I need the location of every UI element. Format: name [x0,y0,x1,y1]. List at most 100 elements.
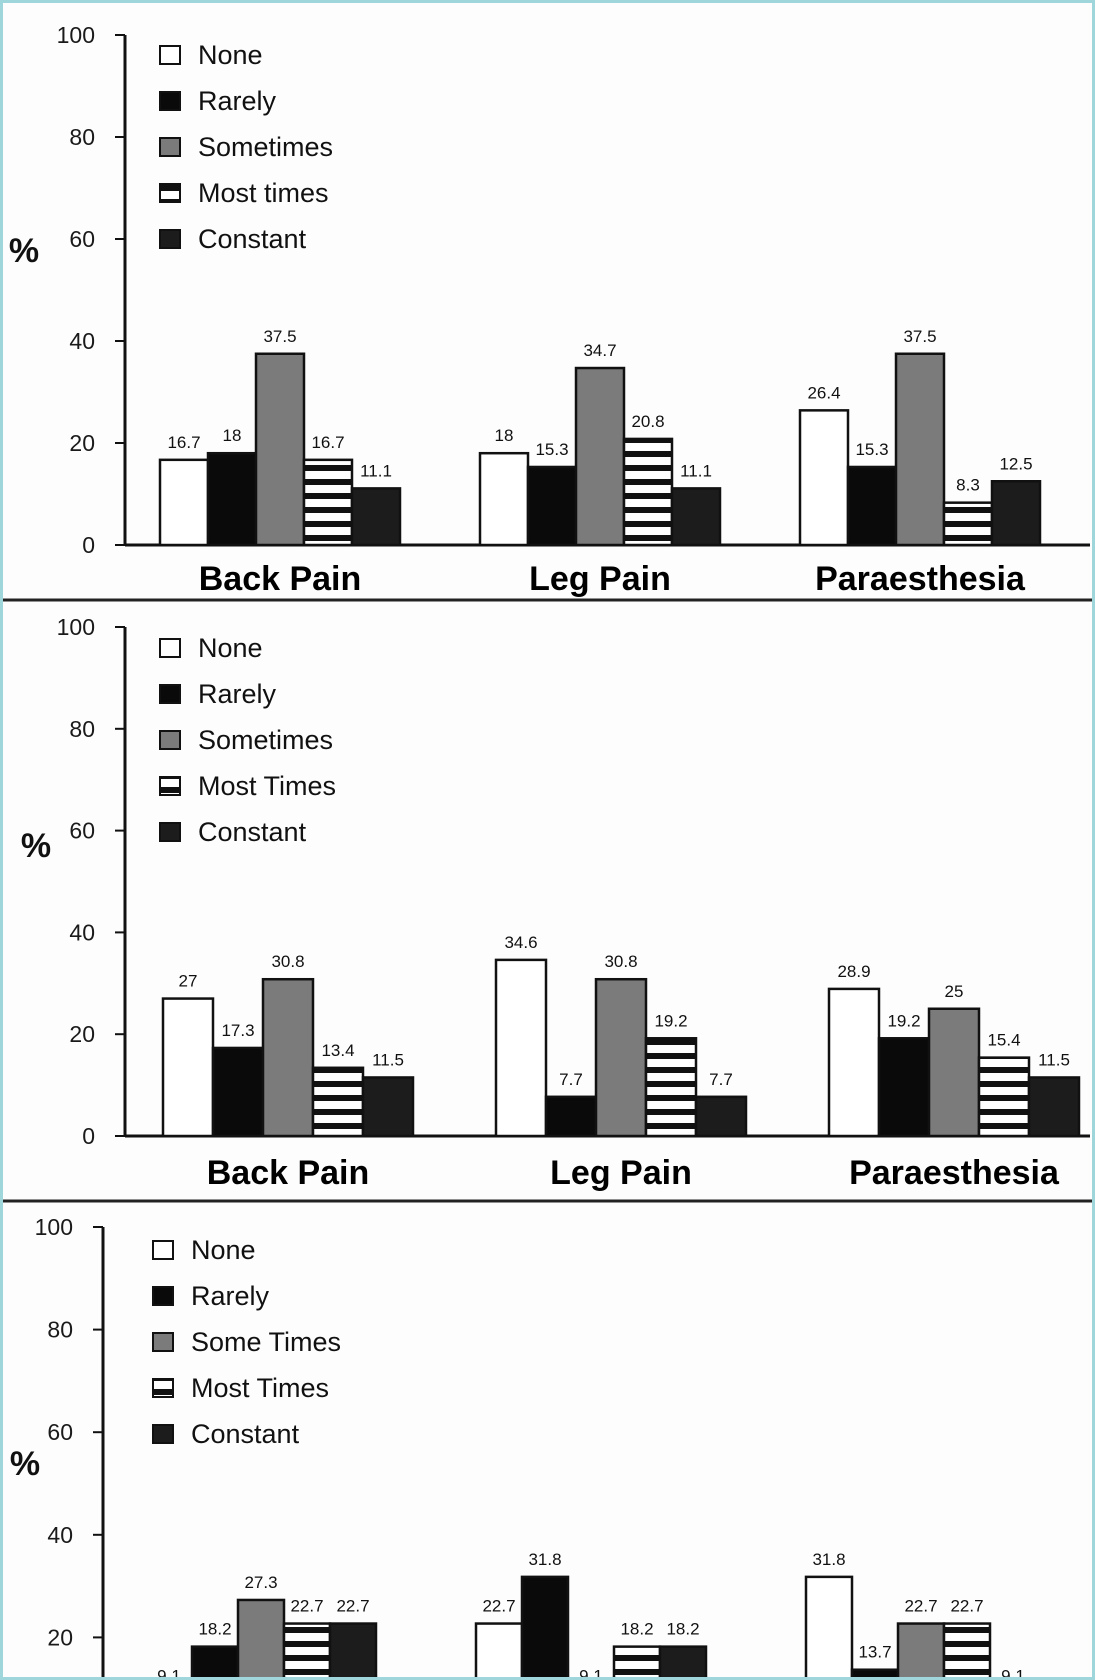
bar [798,409,850,547]
bar [544,1095,598,1138]
legend-swatch [152,1286,174,1306]
y-tick-label: 80 [69,716,95,742]
category-label: Leg Pain [529,560,671,598]
category-label: Back Pain [207,1154,370,1192]
bar-value-label: 13.7 [858,1643,891,1662]
legend-swatch [159,183,181,203]
bar-value-label: 17.3 [221,1021,254,1040]
legend-label: Sometimes [198,132,333,162]
bar [850,1668,900,1677]
legend-swatch [159,638,181,658]
legend-label: None [191,1235,256,1265]
y-tick-label: 20 [69,1021,95,1047]
bar [520,1575,570,1677]
bar [574,366,626,547]
y-tick-label: 40 [69,328,95,354]
bar-value-label: 9.1 [1001,1666,1025,1680]
bar [877,1037,931,1138]
bar-value-label: 22.7 [904,1597,937,1616]
bar [990,480,1042,547]
bar-value-label: 11.5 [1038,1050,1070,1069]
legend-label: Sometimes [198,725,333,755]
legend-label: Constant [191,1419,300,1449]
legend-label: None [198,633,263,663]
bar-value-label: 12.5 [999,454,1032,473]
bar-value-label: 18 [495,426,514,445]
bar [478,451,530,547]
bar [350,487,402,547]
bar [526,465,578,547]
bar [211,1046,265,1138]
legend-swatch [159,137,181,157]
bar-value-label: 31.8 [528,1550,561,1569]
y-tick-label: 60 [69,226,95,252]
bar-value-label: 25 [945,982,964,1001]
bar-value-label: 19.2 [887,1011,920,1030]
bar-value-label: 18.2 [620,1620,653,1639]
bar-value-label: 30.8 [271,952,304,971]
bar-value-label: 8.3 [956,476,980,495]
bar-value-label: 37.5 [263,327,296,346]
bar-value-label: 22.7 [482,1597,515,1616]
chart-panel-2: 0 20 40 60 80 100% None Rarely Sometimes Most Tim… [21,614,1090,1192]
bar-value-label: 34.6 [504,933,537,952]
y-tick-label: 20 [69,430,95,456]
legend-swatch [159,776,181,796]
bar [804,1575,854,1677]
bar [261,977,315,1138]
legend-swatch [152,1240,174,1260]
bar-value-label: 20.8 [631,412,664,431]
bar [474,1622,524,1677]
bar-value-label: 26.4 [807,383,840,402]
bar-value-label: 9.1 [579,1666,603,1680]
category-label: Paraesthesia [815,560,1026,598]
bar [927,1007,981,1138]
bar [594,977,648,1138]
category-label: Back Pain [199,560,362,598]
bar-value-label: 19.2 [654,1011,687,1030]
bar [670,487,722,547]
legend-label: Some Times [191,1327,341,1357]
y-axis-label: % [21,827,51,865]
bar [236,1598,286,1677]
y-tick-label: 80 [69,124,95,150]
bar-value-label: 18.2 [666,1620,699,1639]
legend-label: Most times [198,178,329,208]
bar-value-label: 18.2 [198,1620,231,1639]
y-tick-label: 40 [69,919,95,945]
bar-value-label: 16.7 [167,433,200,452]
bar-value-label: 15.3 [855,440,888,459]
chart-panel-1: 0 20 40 60 80 100% None Rarely Sometimes Most tim… [9,22,1090,598]
legend-swatch [159,822,181,842]
bar [942,1622,992,1677]
bar [896,1622,946,1677]
bar [612,1645,662,1677]
y-tick-label: 0 [82,1123,95,1149]
legend-label: Rarely [198,679,277,709]
legend-label: Rarely [191,1281,270,1311]
legend-label: Constant [198,224,307,254]
y-tick-label: 60 [69,818,95,844]
bar-value-label: 27.3 [244,1573,277,1592]
bar-value-label: 11.1 [360,461,392,480]
bar-value-label: 30.8 [604,952,637,971]
bar [158,458,210,547]
bar-value-label: 22.7 [290,1597,323,1616]
bar [658,1645,708,1677]
y-tick-label: 100 [35,1214,73,1240]
legend-swatch [159,684,181,704]
bar-value-label: 18 [223,426,242,445]
bar-value-label: 13.4 [321,1041,354,1060]
bar [977,1056,1031,1138]
legend-label: None [198,40,263,70]
y-tick-label: 60 [47,1419,73,1445]
category-label: Paraesthesia [849,1154,1060,1192]
bar-value-label: 11.1 [680,461,712,480]
bar-value-label: 31.8 [812,1550,845,1569]
y-axis-label: % [9,232,39,270]
bar [311,1066,365,1138]
bar [161,997,215,1138]
y-tick-label: 20 [47,1624,73,1650]
